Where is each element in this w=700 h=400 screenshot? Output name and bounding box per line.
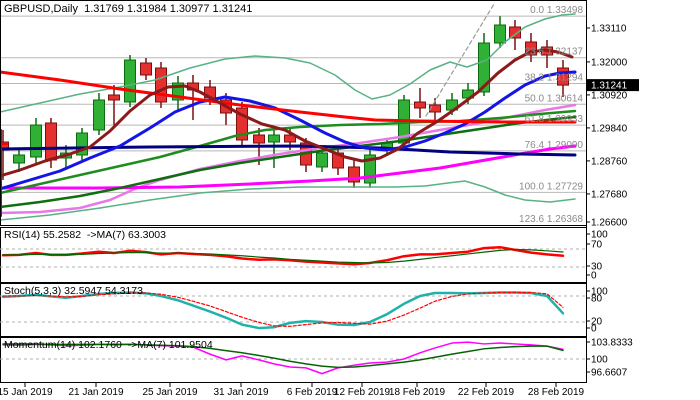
rsi-axis-label: 0 xyxy=(591,271,597,282)
fib-label: 76.4 1.29090 xyxy=(525,140,584,151)
stoch-axis-label: 20 xyxy=(591,317,603,328)
date-label: 18 Feb 2019 xyxy=(389,387,446,398)
candle-body xyxy=(284,134,296,143)
momentum-axis-label: 103.8333 xyxy=(591,338,633,349)
candle-body xyxy=(45,122,57,161)
price-axis-label: 1.26600 xyxy=(591,218,628,229)
stoch-indicator-label: Stoch(5,3,3) 32.5947 54.3173 xyxy=(4,285,143,297)
candle-body xyxy=(140,62,152,76)
candle-body xyxy=(478,42,490,93)
dashed-trendline xyxy=(425,3,495,117)
ma-dark-red xyxy=(0,48,574,178)
title-ohlc-values: 1.31769 1.31984 1.30977 1.31241 xyxy=(84,3,253,15)
momentum-axis-label: 96.6607 xyxy=(591,368,628,379)
candle-body xyxy=(509,26,521,39)
ma-dark-green xyxy=(0,115,577,209)
candle-body xyxy=(76,132,88,156)
date-label: 15 Jan 2019 xyxy=(0,387,53,398)
price-axis-label: 1.30920 xyxy=(591,90,628,101)
title-symbol-timeframe: GBPUSD,Daily xyxy=(4,3,78,15)
candle-body xyxy=(108,94,120,101)
candle-body xyxy=(316,152,328,168)
candle-body xyxy=(172,82,184,101)
band-upper xyxy=(0,13,576,113)
rsi-indicator-label: RSI(14) 55.2582 ->MA(7) 63.3003 xyxy=(4,229,166,241)
candle-body xyxy=(30,124,42,158)
price-axis-label: 1.29840 xyxy=(591,123,628,134)
rsi-ma xyxy=(2,248,564,264)
price-axis-label: 1.33110 xyxy=(591,24,627,35)
rsi-main xyxy=(1,245,565,266)
stoch-axis-label: 0 xyxy=(591,324,597,335)
rsi-axis-label: 30 xyxy=(591,262,603,273)
current-price-tag xyxy=(587,79,639,92)
date-label: 22 Feb 2019 xyxy=(458,387,515,398)
current-price-text: 1.31241 xyxy=(591,81,628,92)
fib-label: 38.2 1.31294 xyxy=(525,72,584,83)
date-label: 21 Jan 2019 xyxy=(68,387,123,398)
stoch-axis-label: 100 xyxy=(591,287,608,298)
momentum-indicator-label: Momentum(14) 102.1760 ->MA(7) 101.9504 xyxy=(4,339,213,351)
candle-body xyxy=(557,67,569,86)
candle-body xyxy=(13,154,25,164)
ma-blue xyxy=(0,70,577,191)
chart-title: GBPUSD,Daily 1.31769 1.31984 1.30977 1.3… xyxy=(4,3,252,15)
candle-body xyxy=(429,104,441,113)
candle-body xyxy=(253,134,265,144)
date-label: 28 Feb 2019 xyxy=(528,387,585,398)
date-label: 12 Feb 2019 xyxy=(334,387,391,398)
fib-label: 61.8 1.29933 xyxy=(525,114,584,125)
candle-body xyxy=(236,107,248,141)
rsi-axis-label: 70 xyxy=(591,240,603,251)
date-label: 31 Jan 2019 xyxy=(213,387,268,398)
momentum-axis-label: 100 xyxy=(591,355,608,366)
candle-body xyxy=(268,134,280,143)
band-lower xyxy=(0,180,576,221)
fib-label: 123.6 1.26368 xyxy=(519,214,583,225)
candle-body xyxy=(155,67,167,103)
fib-label: 50.0 1.30614 xyxy=(525,93,584,104)
price-axis-label: 1.32000 xyxy=(591,57,628,68)
fib-label: 0.0 1.33498 xyxy=(530,5,583,16)
candle-body xyxy=(494,24,506,44)
rsi-axis-label: 100 xyxy=(591,230,608,241)
momentum-ma xyxy=(2,343,564,369)
stoch-signal xyxy=(2,291,564,327)
candle-body xyxy=(124,59,136,103)
price-axis-label: 1.27680 xyxy=(591,189,628,200)
fib-label: 100.0 1.27729 xyxy=(519,181,583,192)
candle-body xyxy=(348,166,360,183)
candle-body xyxy=(525,41,537,56)
date-label: 6 Feb 2019 xyxy=(287,387,338,398)
date-label: 25 Jan 2019 xyxy=(142,387,197,398)
resistance-line-red xyxy=(0,70,577,124)
candle-body xyxy=(414,101,426,109)
price-axis-label: 1.28760 xyxy=(591,156,628,167)
fib-label: 23.6 1.32137 xyxy=(525,47,584,58)
candle-body xyxy=(93,99,105,131)
candle-body xyxy=(364,154,376,184)
stoch-axis-label: 80 xyxy=(591,294,603,305)
